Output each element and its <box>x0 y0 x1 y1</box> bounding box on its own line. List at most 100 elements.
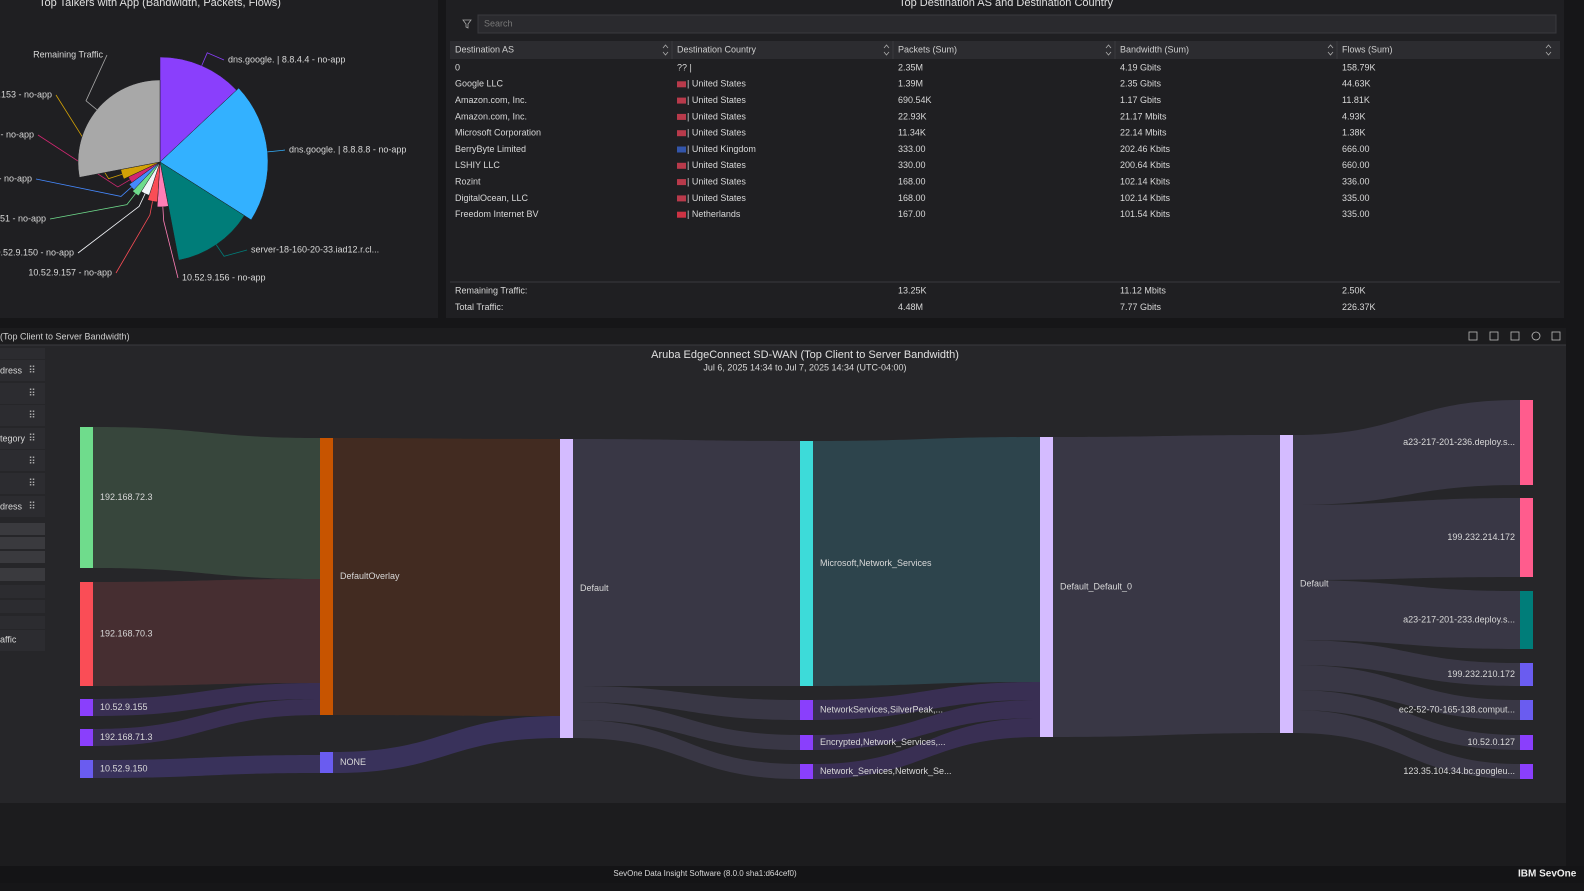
drag-handle[interactable]: ⠿ <box>28 366 35 377</box>
flag-icon <box>677 179 686 186</box>
toolbar-button[interactable] <box>1510 331 1520 341</box>
sankey-link <box>1293 400 1520 505</box>
drag-handle[interactable]: ⠿ <box>28 389 35 400</box>
table-cell: 202.46 Kbits <box>1120 144 1171 154</box>
sidebar-row <box>0 405 45 426</box>
sankey-node[interactable] <box>80 427 93 568</box>
table-cell: 21.17 Mbits <box>1120 111 1167 121</box>
sankey-node[interactable] <box>320 438 333 715</box>
sankey-node[interactable] <box>800 735 813 750</box>
sankey-node[interactable] <box>1520 498 1533 577</box>
slice-label: 9.153 - no-app <box>0 89 52 99</box>
sort-icon[interactable] <box>662 44 669 56</box>
table-cell: 330.00 <box>898 160 926 170</box>
sankey-node[interactable] <box>1280 435 1293 733</box>
table-cell: 168.00 <box>898 193 926 203</box>
sankey-link <box>1293 640 1520 686</box>
table-cell: 666.00 <box>1342 144 1370 154</box>
sankey-node[interactable] <box>1520 591 1533 649</box>
total-cell: 226.37K <box>1342 302 1376 312</box>
pie-slice <box>159 87 269 221</box>
sankey-node[interactable] <box>80 699 93 716</box>
sort-icon[interactable] <box>1105 44 1112 56</box>
panel-title: Top Talkers with App (Bandwidth, Packets… <box>39 0 281 9</box>
sankey-node[interactable] <box>80 729 93 746</box>
toolbar-button[interactable] <box>1489 331 1499 341</box>
table-cell: 101.54 Kbits <box>1120 209 1171 219</box>
sankey-node[interactable] <box>80 760 93 778</box>
leader-line <box>215 244 248 257</box>
node-label: a23-217-201-233.deploy.s... <box>1403 614 1515 624</box>
sidebar-item: tegory <box>0 433 26 443</box>
sankey-link <box>813 700 1040 750</box>
toolbar-button[interactable] <box>1551 331 1561 341</box>
sidebar-row <box>0 428 45 449</box>
drag-handle[interactable]: ⠿ <box>28 457 35 468</box>
sankey-node[interactable] <box>560 439 573 738</box>
sankey-node[interactable] <box>80 582 93 686</box>
chart-title: Aruba EdgeConnect SD-WAN (Top Client to … <box>651 349 959 361</box>
brand: IBM SevOne <box>1518 869 1577 880</box>
sidebar-item: affic <box>0 634 17 644</box>
drag-handle[interactable]: ⠿ <box>28 434 35 445</box>
column-header: Packets (Sum) <box>898 44 957 54</box>
leader-line <box>201 52 225 66</box>
drag-handle[interactable]: ⠿ <box>28 479 35 490</box>
total-cell: Total Traffic: <box>455 302 503 312</box>
drag-handle[interactable]: ⠿ <box>28 502 35 513</box>
slice-label: 5 - no-app <box>0 129 34 139</box>
drag-handle[interactable]: ⠿ <box>28 411 35 422</box>
sankey-node[interactable] <box>1520 735 1533 750</box>
toolbar-button[interactable] <box>1531 331 1541 341</box>
sankey-node[interactable] <box>1520 400 1533 485</box>
total-cell: 2.50K <box>1342 285 1366 295</box>
sankey-node[interactable] <box>1520 663 1533 686</box>
table-cell: Amazon.com, Inc. <box>455 95 527 105</box>
toolbar-button[interactable] <box>1468 331 1478 341</box>
sankey-node[interactable] <box>800 764 813 779</box>
sort-icon[interactable] <box>1545 44 1552 56</box>
table-cell: 44.63K <box>1342 79 1371 89</box>
table-cell: | United States <box>687 95 746 105</box>
total-cell: 4.48M <box>898 302 923 312</box>
sankey-link <box>573 720 800 779</box>
total-cell: 13.25K <box>898 285 927 295</box>
slice-label: Remaining Traffic <box>33 49 103 59</box>
column-header: Flows (Sum) <box>1342 44 1393 54</box>
leader-line <box>35 178 132 197</box>
flag-icon <box>677 113 686 120</box>
node-label: 123.35.104.34.bc.googleu... <box>1403 766 1515 776</box>
leader-line <box>77 193 146 254</box>
sidebar-row <box>0 537 45 549</box>
sankey-node[interactable] <box>800 441 813 686</box>
sidebar-row <box>0 383 45 404</box>
sankey-node[interactable] <box>1040 437 1053 737</box>
sidebar-row <box>0 551 45 563</box>
table-cell: 333.00 <box>898 144 926 154</box>
node-label: Encrypted,Network_Services,... <box>820 737 946 747</box>
sort-icon[interactable] <box>883 44 890 56</box>
sort-icon[interactable] <box>1327 44 1334 56</box>
table-cell: | United States <box>687 111 746 121</box>
sankey-link <box>1293 690 1520 750</box>
sankey-node[interactable] <box>1520 700 1533 720</box>
sankey-node[interactable] <box>320 752 333 773</box>
table-header <box>450 41 1560 59</box>
node-label: 192.168.71.3 <box>100 732 153 742</box>
table-cell: 22.14 Mbits <box>1120 128 1167 138</box>
table-cell: | Netherlands <box>687 209 741 219</box>
sankey-link <box>813 437 1040 686</box>
sidebar-row <box>0 473 45 494</box>
table-cell: 336.00 <box>1342 176 1370 186</box>
sankey-link <box>1053 435 1280 737</box>
sankey-link <box>93 579 320 686</box>
filter-icon[interactable] <box>462 19 472 29</box>
slice-label: 151 - no-app <box>0 213 46 223</box>
node-label: DefaultOverlay <box>340 571 400 581</box>
search-input[interactable] <box>477 14 1557 34</box>
node-label: Network_Services,Network_Se... <box>820 766 952 776</box>
sankey-node[interactable] <box>1520 764 1533 779</box>
sankey-node[interactable] <box>800 700 813 720</box>
table-cell: 2.35 Gbits <box>1120 79 1162 89</box>
